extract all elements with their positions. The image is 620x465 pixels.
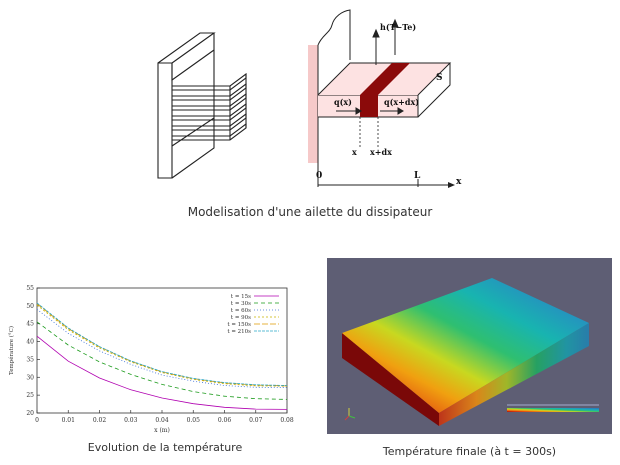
wall: [308, 45, 318, 163]
series-line: [36, 309, 288, 388]
x-tick-label: 0.06: [218, 417, 232, 424]
legend-label: t = 90s: [231, 315, 251, 321]
legend-label: t = 60s: [231, 308, 251, 314]
x-tick-label: 0.02: [93, 417, 107, 424]
label-qxdx: q(x+dx): [384, 97, 419, 107]
label-S: S: [436, 73, 443, 83]
axes-triad: [344, 408, 356, 421]
caption-sim: Température finale (à t = 300s): [382, 445, 557, 458]
label-x: x: [352, 147, 357, 157]
y-axis-label: Température (°C): [8, 326, 15, 375]
x-tick-label: 0.05: [187, 417, 201, 424]
y-tick-label: 20: [26, 410, 34, 417]
x-tick-label: 0.04: [155, 417, 169, 424]
x-tick-label: 0: [35, 417, 39, 424]
y-tick-label: 50: [26, 303, 34, 310]
y-tick-label: 40: [26, 339, 34, 346]
x-tick-label: 0.01: [62, 417, 75, 424]
legend-label: t = 30s: [231, 301, 251, 307]
series-line: [36, 302, 288, 386]
label-qx: q(x): [334, 97, 352, 107]
label-axis-x: x: [456, 177, 462, 187]
y-tick-label: 25: [26, 392, 34, 399]
fin-diagram: h(T−Te) S q(x) q(x+dx) x x+dx 0 L x: [308, 9, 462, 188]
color-scale-bar: [507, 404, 599, 412]
caption-top: Modelisation d'une ailette du dissipateu…: [187, 205, 433, 219]
y-tick-label: 45: [26, 321, 34, 328]
series-line: [36, 335, 288, 410]
caption-chart: Evolution de la température: [87, 441, 243, 454]
y-tick-label: 35: [26, 356, 34, 363]
series-line: [36, 321, 288, 400]
block-top-face: [342, 278, 589, 413]
label-xdx: x+dx: [370, 147, 392, 157]
y-tick-label: 55: [26, 285, 34, 292]
simulation-viewport: [327, 258, 612, 434]
temperature-chart: 0 0.01 0.02 0.03 0.04 0.05 0.06 0.07 0.08 20 25 30 3…: [8, 285, 294, 434]
heat-sink-drawing: [157, 32, 247, 179]
x-tick-label: 0.03: [124, 417, 138, 424]
temperature-block-3d: [342, 278, 599, 426]
x-tick-label: 0.08: [280, 417, 294, 424]
label-L: L: [414, 171, 421, 181]
fin-element-slice: [360, 63, 410, 95]
legend-label: t = 210s: [227, 329, 251, 335]
x-tick-label: 0.07: [249, 417, 263, 424]
y-tick-label: 30: [26, 374, 34, 381]
x-axis-label: x (m): [154, 427, 170, 434]
legend-label: t = 150s: [227, 322, 251, 328]
legend-label: t = 15s: [231, 294, 251, 300]
label-h: h(T−Te): [380, 22, 416, 32]
block-side-face: [439, 323, 589, 426]
label-zero: 0: [316, 171, 322, 181]
